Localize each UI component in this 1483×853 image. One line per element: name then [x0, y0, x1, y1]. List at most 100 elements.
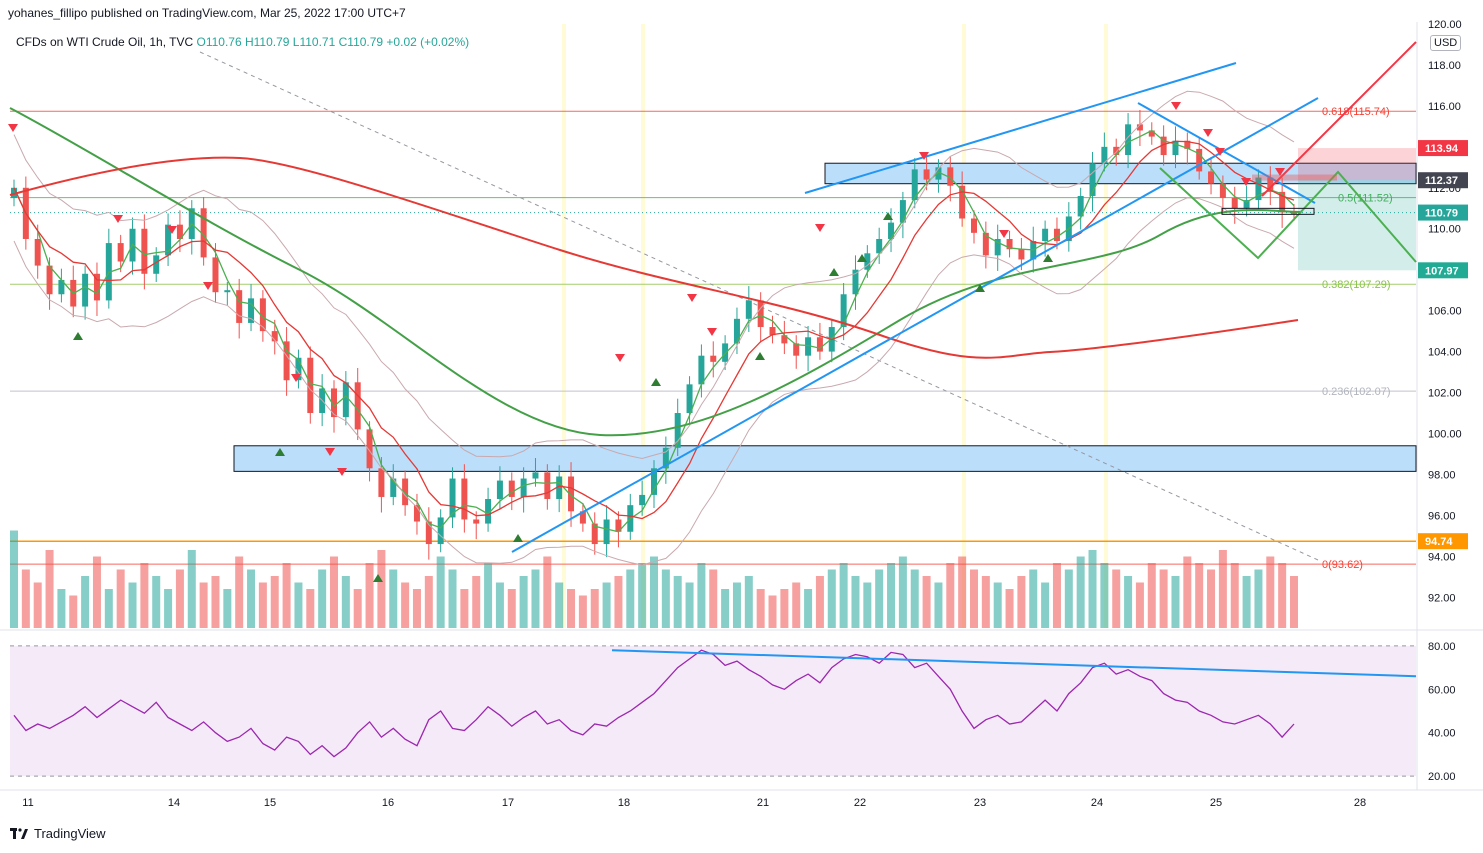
- fib-level-label: 0.618(115.74): [1322, 106, 1390, 118]
- stop-loss-box[interactable]: [1298, 148, 1416, 181]
- candle-body: [1077, 195, 1084, 217]
- candle-body: [733, 318, 740, 344]
- session-highlight: [641, 24, 645, 628]
- candle-body: [1006, 238, 1013, 250]
- buy-signal-marker: [513, 534, 523, 542]
- buy-signal-marker: [275, 448, 285, 456]
- sell-signal-marker: [113, 215, 123, 223]
- candle-body: [568, 476, 575, 512]
- candle-body: [1089, 163, 1096, 196]
- candle-body: [165, 224, 172, 256]
- time-tick-label: 21: [757, 797, 769, 809]
- time-tick-label: 15: [264, 797, 276, 809]
- candle-body: [1267, 177, 1274, 192]
- currency-badge[interactable]: USD: [1430, 35, 1462, 51]
- volume-bar: [981, 576, 990, 628]
- volume-bar: [922, 576, 931, 628]
- descending-trendline[interactable]: [1137, 102, 1316, 204]
- volume-bar: [306, 589, 315, 628]
- ascending-trendline[interactable]: [511, 97, 1319, 553]
- candle-body: [402, 478, 409, 506]
- price-tick-label: 120.00: [1428, 19, 1462, 31]
- volume-bar: [1183, 556, 1192, 628]
- volume-bar: [69, 595, 78, 628]
- small-red-zone[interactable]: [1252, 174, 1337, 181]
- price-tick-label: 92.00: [1428, 592, 1456, 604]
- candle-body: [947, 167, 954, 186]
- candle-body: [556, 476, 563, 500]
- volume-bar: [839, 563, 848, 628]
- candle-body: [686, 384, 693, 414]
- volume-bar: [1290, 576, 1298, 628]
- time-tick-label: 23: [974, 797, 986, 809]
- candle-body: [674, 413, 681, 448]
- volume-bar: [104, 589, 113, 628]
- volume-bar: [815, 576, 824, 628]
- volume-bar: [1064, 569, 1073, 628]
- volume-bar: [875, 569, 884, 628]
- candle-body: [935, 167, 942, 180]
- candle-body: [1255, 177, 1262, 201]
- candle-body: [93, 273, 100, 301]
- sell-signal-marker: [919, 152, 929, 160]
- sma-long-red: [9, 156, 1299, 359]
- brand-label: TradingView: [34, 826, 106, 841]
- candle-body: [34, 238, 41, 266]
- channel-top-line[interactable]: [804, 62, 1237, 194]
- volume-bar: [792, 582, 801, 628]
- red-projection-line[interactable]: [1261, 41, 1417, 197]
- green-projection-path[interactable]: [1159, 167, 1417, 263]
- volume-bar: [128, 582, 137, 628]
- volume-bar: [1254, 569, 1263, 628]
- bollinger-lower: [13, 197, 1295, 566]
- volume-bar: [1124, 576, 1133, 628]
- time-tick-label: 16: [382, 797, 394, 809]
- candle-body: [117, 243, 124, 262]
- volume-bar: [1147, 563, 1156, 628]
- price-tick-label: 106.00: [1428, 306, 1462, 318]
- volume-bar: [1195, 563, 1204, 628]
- sell-signal-marker: [1241, 178, 1251, 186]
- buy-signal-marker: [829, 268, 839, 276]
- candle-body: [354, 382, 361, 430]
- price-axis-label-text: 107.97: [1425, 265, 1459, 277]
- volume-bar: [555, 582, 564, 628]
- price-tick-label: 102.00: [1428, 388, 1462, 400]
- time-tick-label: 11: [22, 797, 33, 809]
- candle-body: [1196, 148, 1203, 172]
- candle-body: [532, 472, 539, 479]
- candle-body: [852, 269, 859, 295]
- sma-short-line: [13, 129, 1295, 533]
- volume-bar: [1230, 563, 1239, 628]
- volume-bar: [1041, 582, 1050, 628]
- volume-bar: [827, 569, 836, 628]
- volume-bar: [1017, 576, 1026, 628]
- candle-body: [722, 343, 729, 362]
- small-zone-box[interactable]: [1221, 207, 1315, 215]
- candle-body: [461, 478, 468, 520]
- rsi-trendline[interactable]: [611, 649, 1417, 678]
- sell-signal-marker: [707, 328, 717, 336]
- session-highlight: [1104, 24, 1108, 628]
- candle-body: [923, 169, 930, 180]
- candle-body: [295, 357, 302, 381]
- volume-bar: [57, 589, 66, 628]
- volume-bar: [709, 569, 718, 628]
- volume-bar: [697, 563, 706, 628]
- price-tick-label: 104.00: [1428, 347, 1462, 359]
- price-tick-label: 96.00: [1428, 510, 1456, 522]
- candle-body: [141, 228, 148, 274]
- volume-bar: [590, 589, 599, 628]
- volume-bar: [21, 569, 30, 628]
- tradingview-logo-icon: [10, 827, 28, 839]
- volume-bar: [270, 576, 279, 628]
- candle-body: [46, 265, 53, 295]
- candle-body: [307, 357, 314, 414]
- candle-body: [58, 279, 65, 295]
- demand-zone[interactable]: [233, 445, 1417, 472]
- candle-body: [899, 200, 906, 223]
- volume-bar: [365, 563, 374, 628]
- time-tick-label: 22: [854, 797, 866, 809]
- volume-bar: [223, 589, 232, 628]
